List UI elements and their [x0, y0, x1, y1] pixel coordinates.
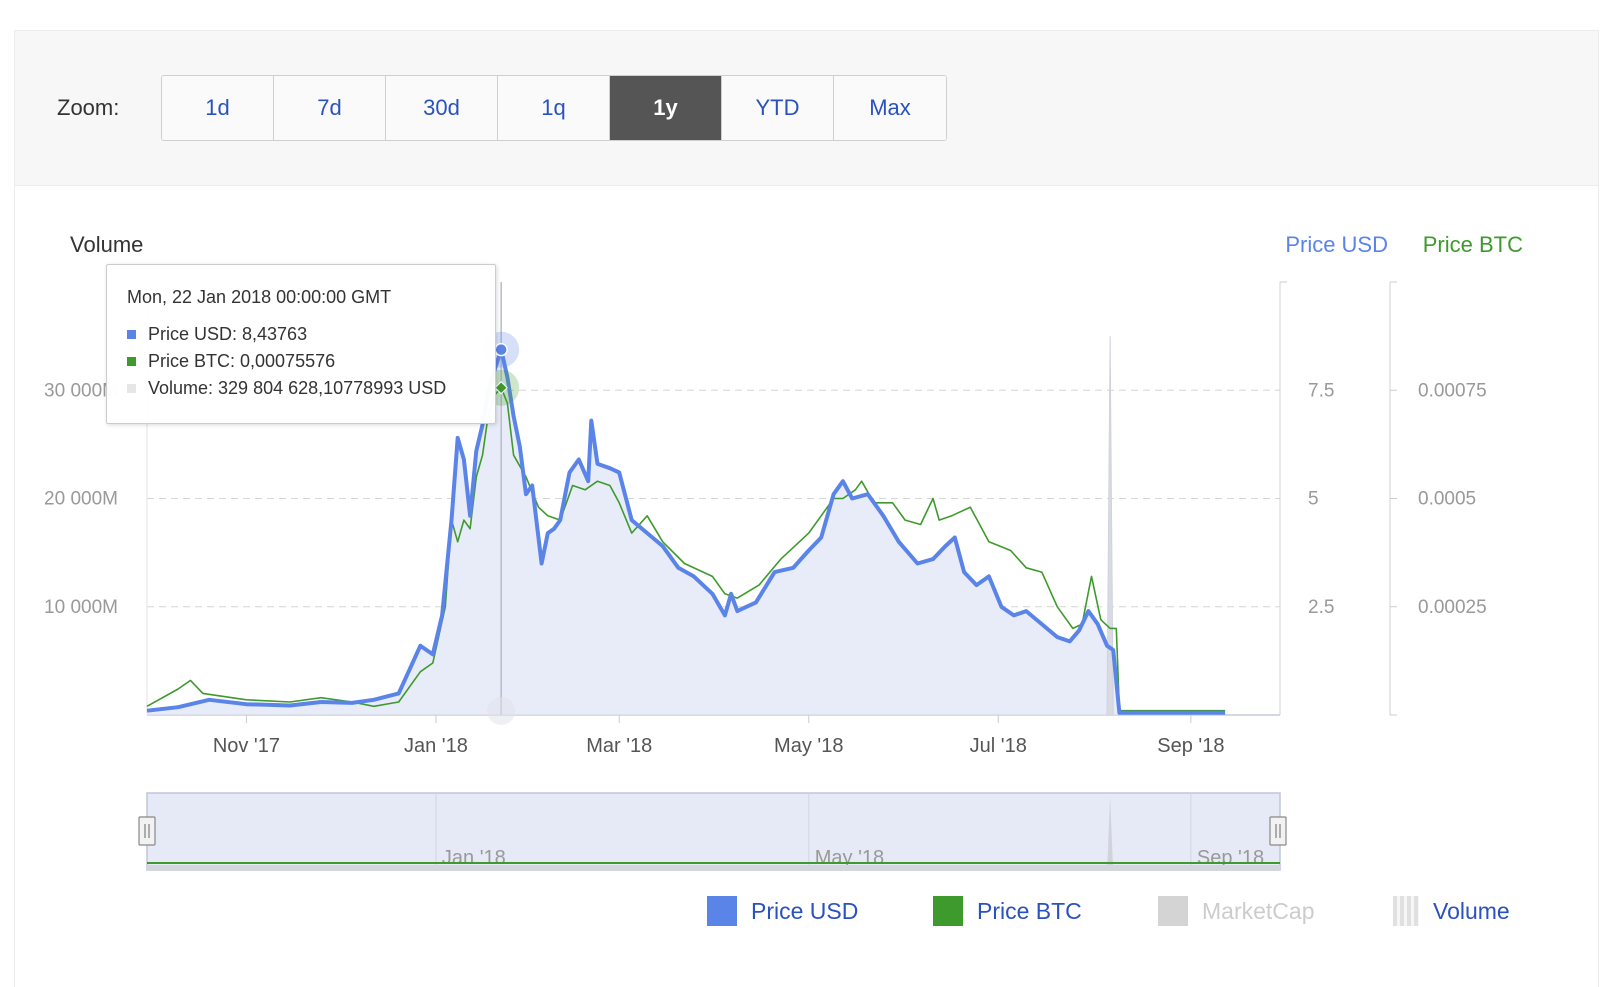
btc-tick-label: 0.00025	[1418, 597, 1487, 618]
volume-tick-label: 20 000M	[44, 489, 118, 510]
btc-axis-title: Price BTC	[1423, 232, 1523, 257]
tooltip-volume-row: Volume: 329 804 628,10778993 USD	[127, 378, 446, 399]
tooltip-btc-value: Price BTC: 0,00075576	[148, 351, 336, 371]
btc-tick-label: 0.0005	[1418, 489, 1476, 510]
zoom-1q-button[interactable]: 1q	[498, 76, 610, 140]
legend-usd-swatch	[707, 896, 737, 926]
legend-item-volume[interactable]: Volume	[1393, 896, 1510, 926]
x-tick-label: Jul '18	[970, 735, 1027, 757]
legend-volume-swatch	[1393, 896, 1419, 926]
zoom-button-group: 1d 7d 30d 1q 1y YTD Max	[161, 75, 947, 141]
tooltip-date: Mon, 22 Jan 2018 00:00:00 GMT	[127, 287, 392, 307]
x-tick-label: Sep '18	[1157, 735, 1224, 757]
usd-tick-label: 2.5	[1308, 597, 1334, 618]
legend-marketcap-swatch	[1158, 896, 1188, 926]
legend-volume-label: Volume	[1433, 897, 1510, 924]
zoom-30d-button[interactable]: 30d	[386, 76, 498, 140]
volume-axis-title: Volume	[70, 232, 143, 257]
usd-axis-title: Price USD	[1285, 232, 1388, 257]
tooltip-usd-row: Price USD: 8,43763	[127, 324, 307, 345]
usd-swatch	[127, 330, 136, 339]
btc-swatch	[127, 357, 136, 366]
btc-hover-point	[494, 381, 508, 395]
tooltip-usd-value: Price USD: 8,43763	[148, 324, 308, 344]
btc-tick-label: 0.00075	[1418, 380, 1487, 401]
zoom-7d-button[interactable]: 7d	[274, 76, 386, 140]
tooltip-btc-row: Price BTC: 0,00075576	[127, 351, 335, 372]
legend-btc-label: Price BTC	[977, 897, 1082, 924]
price-usd-line	[146, 347, 1226, 715]
volume-tick-label: 30 000M	[44, 380, 118, 401]
usd-tick-label: 7.5	[1308, 380, 1334, 401]
x-tick-label: May '18	[774, 735, 843, 757]
legend-item-price-btc[interactable]: Price BTC	[933, 896, 1082, 926]
volume-hover-halo	[487, 697, 516, 725]
chart-legend: Price USD Price BTC MarketCap Volume	[0, 896, 1610, 936]
zoom-ytd-button[interactable]: YTD	[722, 76, 834, 140]
x-tick-label: Nov '17	[213, 735, 280, 757]
navigator-scrollbar	[147, 865, 1280, 871]
navigator-right-handle[interactable]	[1269, 816, 1287, 846]
zoom-1y-button[interactable]: 1y	[610, 76, 722, 140]
usd-hover-point	[494, 342, 508, 357]
zoom-max-button[interactable]: Max	[834, 76, 946, 140]
zoom-toolbar: Zoom: 1d 7d 30d 1q 1y YTD Max	[15, 31, 1598, 186]
navigator-left-handle[interactable]	[138, 816, 156, 846]
zoom-1d-button[interactable]: 1d	[162, 76, 274, 140]
navigator-volume-spike	[1107, 797, 1114, 870]
volume-swatch	[127, 384, 136, 393]
legend-item-price-usd[interactable]: Price USD	[707, 896, 858, 926]
zoom-label: Zoom:	[57, 95, 120, 120]
legend-item-marketcap[interactable]: MarketCap	[1158, 896, 1314, 926]
legend-btc-swatch	[933, 896, 963, 926]
price-usd-area	[147, 349, 1226, 715]
x-tick-label: Jan '18	[404, 735, 468, 757]
chart-tooltip: Mon, 22 Jan 2018 00:00:00 GMT Price USD:…	[106, 264, 496, 424]
volume-tick-label: 10 000M	[44, 597, 118, 618]
legend-usd-label: Price USD	[751, 897, 859, 924]
usd-tick-label: 5	[1308, 489, 1319, 510]
navigator-window	[146, 792, 1281, 871]
volume-series	[147, 336, 1226, 716]
legend-marketcap-label: MarketCap	[1202, 897, 1315, 924]
tooltip-volume-value: Volume: 329 804 628,10778993 USD	[148, 378, 447, 398]
x-tick-label: Mar '18	[586, 735, 652, 757]
